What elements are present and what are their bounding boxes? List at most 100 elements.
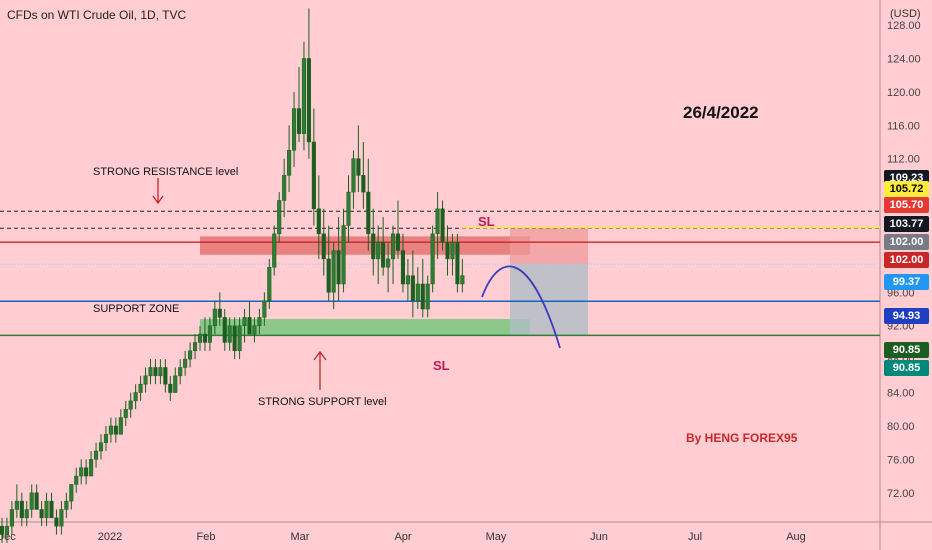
candle-body — [316, 208, 321, 235]
candle-body — [178, 367, 183, 377]
candle-body — [173, 375, 178, 393]
candle-body — [49, 500, 54, 519]
candle-body — [69, 484, 74, 502]
candle-body — [430, 233, 435, 285]
candle-body — [242, 317, 247, 326]
y-tick-label: 112.00 — [887, 154, 920, 166]
candle-body — [346, 191, 351, 226]
candle-body — [326, 258, 331, 293]
candle-body — [217, 308, 222, 318]
candle-body — [450, 241, 455, 260]
y-tick-label: 84.00 — [887, 388, 915, 400]
candle-body — [183, 358, 188, 368]
candle-body — [108, 425, 113, 435]
candle-body — [4, 525, 9, 535]
candle-body — [44, 500, 49, 519]
candle-body — [292, 108, 297, 151]
candle-body — [425, 283, 430, 310]
candle-body — [351, 158, 356, 193]
candle-body — [460, 275, 465, 285]
candle-body — [39, 509, 44, 519]
candle-body — [133, 392, 138, 402]
candle-body — [277, 200, 282, 235]
support-zone-box — [200, 319, 530, 336]
resistance-annotation: STRONG RESISTANCE level — [93, 166, 238, 178]
y-tick-label: 120.00 — [887, 87, 921, 99]
candle-body — [395, 233, 401, 251]
sl-top-annotation: SL — [478, 214, 495, 229]
candle-body — [98, 442, 104, 452]
strong-support-annotation: STRONG SUPPORT level — [258, 396, 387, 408]
resistance-zone — [200, 236, 530, 255]
projection-curve — [481, 265, 561, 349]
candle-body — [400, 250, 405, 285]
candle-body — [59, 509, 64, 527]
candle-body — [415, 283, 420, 301]
candle-body — [321, 233, 326, 260]
candle-body — [257, 317, 262, 326]
candle-body — [34, 492, 39, 510]
candle-body — [232, 325, 237, 352]
candle-body — [163, 367, 168, 385]
candle-body — [14, 500, 19, 510]
price-tag: 102.00 — [884, 252, 929, 268]
candle-body — [282, 175, 287, 201]
candle-body — [202, 333, 207, 343]
candle-body — [153, 367, 158, 377]
x-tick-label: 2022 — [98, 531, 122, 543]
resistance-arrow-head — [152, 195, 164, 205]
candle-body — [440, 208, 445, 243]
candle-body — [222, 317, 227, 343]
target-box — [510, 264, 588, 336]
price-tag: 103.77 — [884, 216, 929, 232]
candle-body — [19, 500, 24, 519]
candle-body — [247, 317, 252, 335]
date-label: 26/4/2022 — [683, 103, 759, 122]
price-tag: 105.72 — [884, 181, 929, 197]
candle-body — [445, 241, 450, 260]
price-tag: 94.93 — [884, 308, 929, 324]
candle-body — [212, 308, 217, 326]
candle-body — [168, 383, 173, 393]
chart-title: CFDs on WTI Crude Oil, 1D, TVC — [7, 8, 187, 22]
candle-body — [361, 175, 366, 193]
candle-body — [158, 367, 163, 377]
x-tick-label: Jun — [590, 531, 608, 543]
candle-body — [331, 250, 336, 293]
author-label: By HENG FOREX95 — [686, 431, 798, 445]
candle-body — [410, 275, 415, 301]
x-tick-label: Jul — [688, 531, 702, 543]
candle-body — [371, 233, 376, 260]
candle-body — [54, 517, 59, 527]
candle-body — [148, 367, 153, 377]
candle-body — [272, 233, 277, 268]
candle-body — [455, 241, 460, 285]
candle-body — [197, 333, 203, 343]
candle-body — [336, 250, 341, 285]
sl-risk-box — [510, 227, 588, 265]
candle-body — [287, 150, 292, 176]
y-tick-label: 76.00 — [887, 454, 915, 466]
y-tick-label: 128.00 — [887, 20, 921, 32]
candle-body — [420, 283, 425, 310]
x-tick-label: Aug — [786, 531, 806, 543]
candle-body — [405, 275, 410, 285]
candle-body — [29, 492, 34, 510]
x-tick-label: Mar — [291, 531, 310, 543]
candle-body — [113, 425, 118, 435]
candle-body — [391, 233, 396, 260]
candle-body — [376, 241, 381, 260]
candle-body — [267, 267, 272, 301]
price-tag: 102.00 — [884, 234, 929, 250]
y-tick-label: 116.00 — [887, 120, 920, 132]
candle-body — [123, 408, 128, 418]
price-tag: 99.37 — [884, 274, 929, 290]
candle-body — [188, 350, 193, 360]
candle-body — [237, 325, 242, 352]
candle-body — [207, 325, 212, 343]
y-tick-label: 80.00 — [887, 421, 915, 433]
candle-body — [356, 158, 361, 176]
candle-body — [79, 467, 84, 477]
candle-body — [296, 108, 302, 134]
